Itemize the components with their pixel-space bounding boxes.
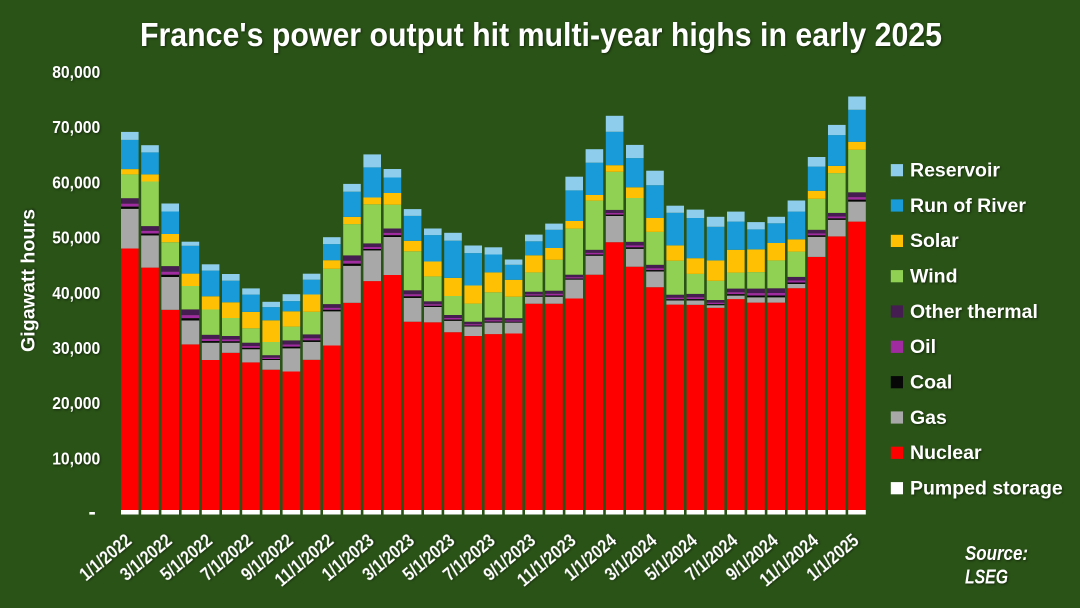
svg-text:France's power output hit mult: France's power output hit multi-year hig… xyxy=(140,17,942,54)
svg-text:Oil: Oil xyxy=(910,336,936,358)
svg-text:Run of River: Run of River xyxy=(910,195,1026,217)
svg-text:10,000: 10,000 xyxy=(52,448,100,468)
svg-text:Source:: Source: xyxy=(965,543,1028,565)
svg-text:Wind: Wind xyxy=(910,266,957,288)
svg-text:Pumped storage: Pumped storage xyxy=(910,478,1063,500)
svg-text:70,000: 70,000 xyxy=(52,117,100,137)
svg-text:30,000: 30,000 xyxy=(52,338,100,358)
svg-text:Gas: Gas xyxy=(910,407,947,429)
svg-text:50,000: 50,000 xyxy=(52,228,100,248)
svg-text:60,000: 60,000 xyxy=(52,172,100,192)
svg-text:Gigawatt hours: Gigawatt hours xyxy=(18,209,40,352)
svg-text:20,000: 20,000 xyxy=(52,393,100,413)
svg-text:40,000: 40,000 xyxy=(52,283,100,303)
svg-text:Other thermal: Other thermal xyxy=(910,301,1038,323)
svg-text:LSEG: LSEG xyxy=(965,567,1008,589)
svg-text:Solar: Solar xyxy=(910,230,959,252)
svg-text:Reservoir: Reservoir xyxy=(910,160,1000,182)
svg-text:Coal: Coal xyxy=(910,372,952,394)
svg-text:Nuclear: Nuclear xyxy=(910,442,982,464)
svg-text:80,000: 80,000 xyxy=(52,62,100,82)
